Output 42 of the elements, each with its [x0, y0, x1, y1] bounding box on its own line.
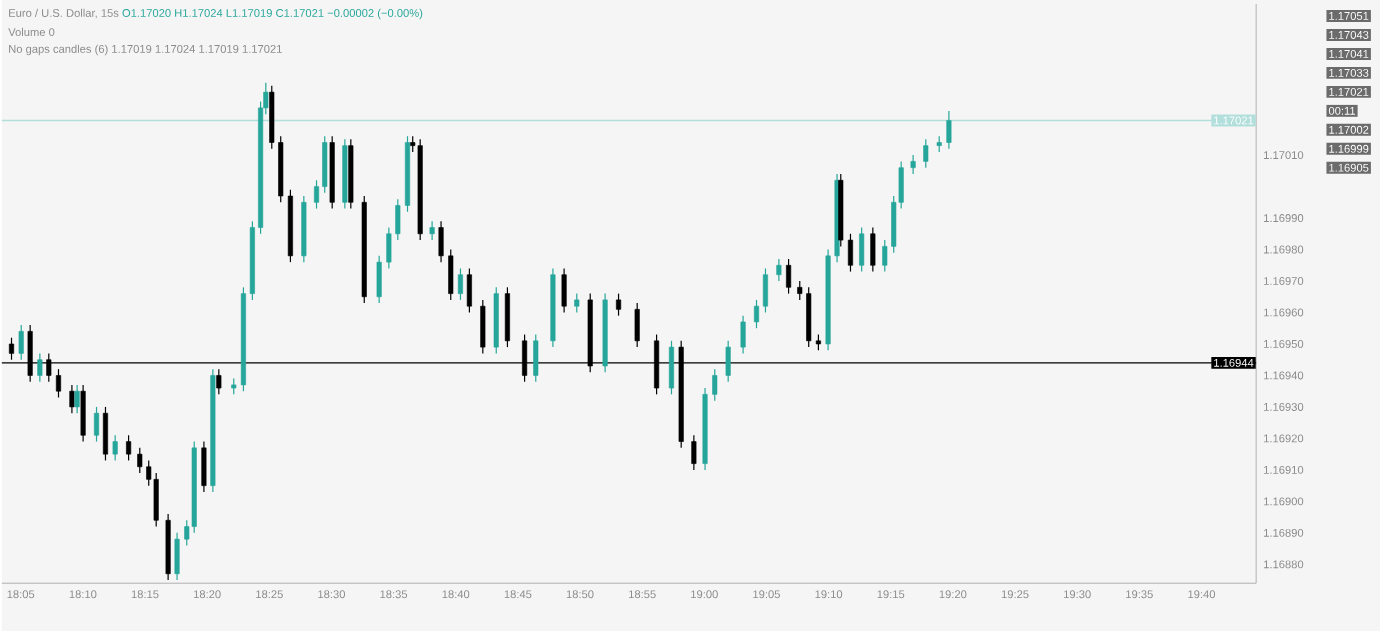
candlestick [438, 221, 444, 264]
candlestick [725, 340, 731, 383]
candlestick [201, 441, 207, 493]
candlestick [776, 258, 782, 283]
candlestick [634, 302, 640, 349]
candlestick [859, 227, 865, 273]
candlestick [561, 268, 567, 314]
candlestick [712, 368, 718, 402]
candlestick [753, 299, 760, 330]
candlestick [466, 268, 472, 314]
candlestick [480, 299, 486, 355]
candlestick [448, 249, 454, 301]
candlestick [616, 293, 622, 317]
candlestick [126, 435, 132, 462]
candlestick [847, 233, 854, 273]
candlestick [55, 368, 62, 399]
candlestick [668, 340, 675, 396]
candlestick [216, 368, 222, 396]
candlestick [533, 334, 539, 383]
candlestick [80, 384, 86, 443]
candlestick [429, 221, 435, 242]
candlestick [691, 435, 697, 471]
candlestick [740, 315, 746, 355]
candlestick [376, 255, 382, 305]
candlestick [457, 268, 463, 301]
candlestick [174, 532, 180, 582]
candlestick [923, 139, 929, 169]
candlestick [504, 287, 510, 349]
candlestick [112, 435, 118, 462]
candlestick [153, 472, 159, 528]
candlestick [93, 406, 100, 443]
candlestick [762, 268, 768, 314]
candlestick [18, 324, 24, 361]
candlestick [74, 384, 80, 415]
candlestick [69, 384, 75, 415]
candlestick [102, 406, 109, 462]
candlestick [786, 258, 792, 295]
candlestick [37, 353, 43, 383]
candlestick [574, 293, 580, 314]
candlestick [910, 154, 916, 175]
candlestick [870, 227, 876, 273]
candlestick [946, 110, 952, 150]
